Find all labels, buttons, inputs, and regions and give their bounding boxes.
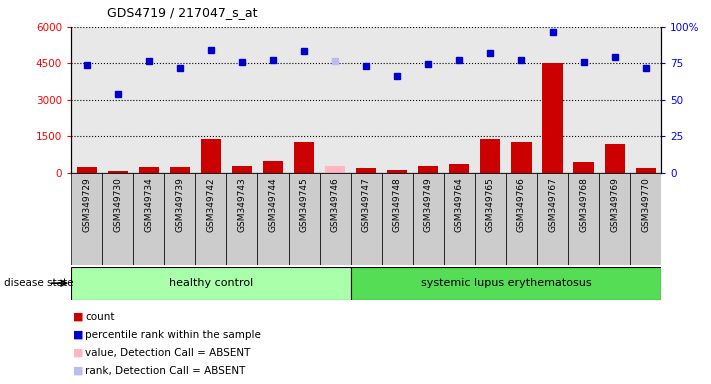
Bar bbox=[542, 63, 562, 173]
Bar bbox=[475, 173, 506, 265]
Bar bbox=[506, 27, 537, 173]
Bar bbox=[511, 142, 532, 173]
Bar bbox=[77, 167, 97, 173]
Text: percentile rank within the sample: percentile rank within the sample bbox=[85, 330, 261, 340]
Bar bbox=[568, 173, 599, 265]
Text: count: count bbox=[85, 312, 114, 322]
Text: GSM349729: GSM349729 bbox=[82, 177, 91, 232]
Text: GSM349743: GSM349743 bbox=[237, 177, 247, 232]
Bar bbox=[226, 27, 257, 173]
Bar bbox=[444, 173, 475, 265]
Bar bbox=[263, 161, 283, 173]
Bar bbox=[351, 267, 661, 300]
Bar bbox=[475, 27, 506, 173]
Bar bbox=[418, 166, 439, 173]
Bar bbox=[449, 164, 469, 173]
Bar bbox=[289, 27, 319, 173]
Text: ■: ■ bbox=[73, 330, 83, 340]
Text: ■: ■ bbox=[73, 348, 83, 358]
Text: GDS4719 / 217047_s_at: GDS4719 / 217047_s_at bbox=[107, 6, 257, 19]
Bar bbox=[164, 173, 196, 265]
Bar bbox=[413, 173, 444, 265]
Text: GSM349739: GSM349739 bbox=[176, 177, 184, 232]
Bar bbox=[387, 170, 407, 173]
Bar bbox=[257, 173, 289, 265]
Bar bbox=[102, 173, 133, 265]
Text: GSM349730: GSM349730 bbox=[113, 177, 122, 232]
Text: GSM349767: GSM349767 bbox=[548, 177, 557, 232]
Bar bbox=[630, 27, 661, 173]
Text: ■: ■ bbox=[73, 366, 83, 376]
Bar bbox=[71, 27, 102, 173]
Bar bbox=[630, 173, 661, 265]
Bar bbox=[599, 27, 630, 173]
Bar bbox=[164, 27, 196, 173]
Bar bbox=[506, 173, 537, 265]
Bar bbox=[319, 173, 351, 265]
Bar bbox=[294, 142, 314, 173]
Bar bbox=[102, 27, 133, 173]
Bar bbox=[71, 173, 102, 265]
Bar bbox=[568, 27, 599, 173]
Text: healthy control: healthy control bbox=[169, 278, 253, 288]
Bar bbox=[537, 173, 568, 265]
Text: GSM349748: GSM349748 bbox=[392, 177, 402, 232]
Bar bbox=[351, 173, 382, 265]
Text: GSM349742: GSM349742 bbox=[206, 177, 215, 232]
Bar bbox=[481, 139, 501, 173]
Bar bbox=[351, 27, 382, 173]
Text: GSM349745: GSM349745 bbox=[299, 177, 309, 232]
Bar bbox=[636, 168, 656, 173]
Bar bbox=[599, 173, 630, 265]
Bar bbox=[139, 167, 159, 173]
Bar bbox=[289, 173, 319, 265]
Bar bbox=[257, 27, 289, 173]
Bar bbox=[574, 162, 594, 173]
Bar bbox=[382, 173, 413, 265]
Bar bbox=[382, 27, 413, 173]
Bar bbox=[196, 173, 226, 265]
Bar bbox=[537, 27, 568, 173]
Bar bbox=[133, 173, 164, 265]
Bar bbox=[325, 166, 346, 173]
Text: systemic lupus erythematosus: systemic lupus erythematosus bbox=[421, 278, 592, 288]
Text: disease state: disease state bbox=[4, 278, 73, 288]
Bar bbox=[319, 27, 351, 173]
Text: GSM349747: GSM349747 bbox=[362, 177, 370, 232]
Text: GSM349765: GSM349765 bbox=[486, 177, 495, 232]
Text: GSM349770: GSM349770 bbox=[641, 177, 650, 232]
Text: GSM349749: GSM349749 bbox=[424, 177, 433, 232]
Bar bbox=[232, 166, 252, 173]
Bar bbox=[170, 167, 190, 173]
Text: GSM349768: GSM349768 bbox=[579, 177, 588, 232]
Bar bbox=[356, 168, 376, 173]
Text: rank, Detection Call = ABSENT: rank, Detection Call = ABSENT bbox=[85, 366, 246, 376]
Text: ■: ■ bbox=[73, 312, 83, 322]
Text: GSM349764: GSM349764 bbox=[455, 177, 464, 232]
Bar bbox=[71, 267, 351, 300]
Text: GSM349746: GSM349746 bbox=[331, 177, 340, 232]
Bar bbox=[196, 27, 226, 173]
Bar bbox=[413, 27, 444, 173]
Text: GSM349769: GSM349769 bbox=[610, 177, 619, 232]
Bar bbox=[201, 139, 221, 173]
Bar bbox=[107, 171, 128, 173]
Text: GSM349766: GSM349766 bbox=[517, 177, 526, 232]
Bar bbox=[444, 27, 475, 173]
Text: GSM349744: GSM349744 bbox=[269, 177, 277, 232]
Bar bbox=[226, 173, 257, 265]
Bar bbox=[604, 144, 625, 173]
Bar bbox=[133, 27, 164, 173]
Text: value, Detection Call = ABSENT: value, Detection Call = ABSENT bbox=[85, 348, 251, 358]
Text: GSM349734: GSM349734 bbox=[144, 177, 154, 232]
